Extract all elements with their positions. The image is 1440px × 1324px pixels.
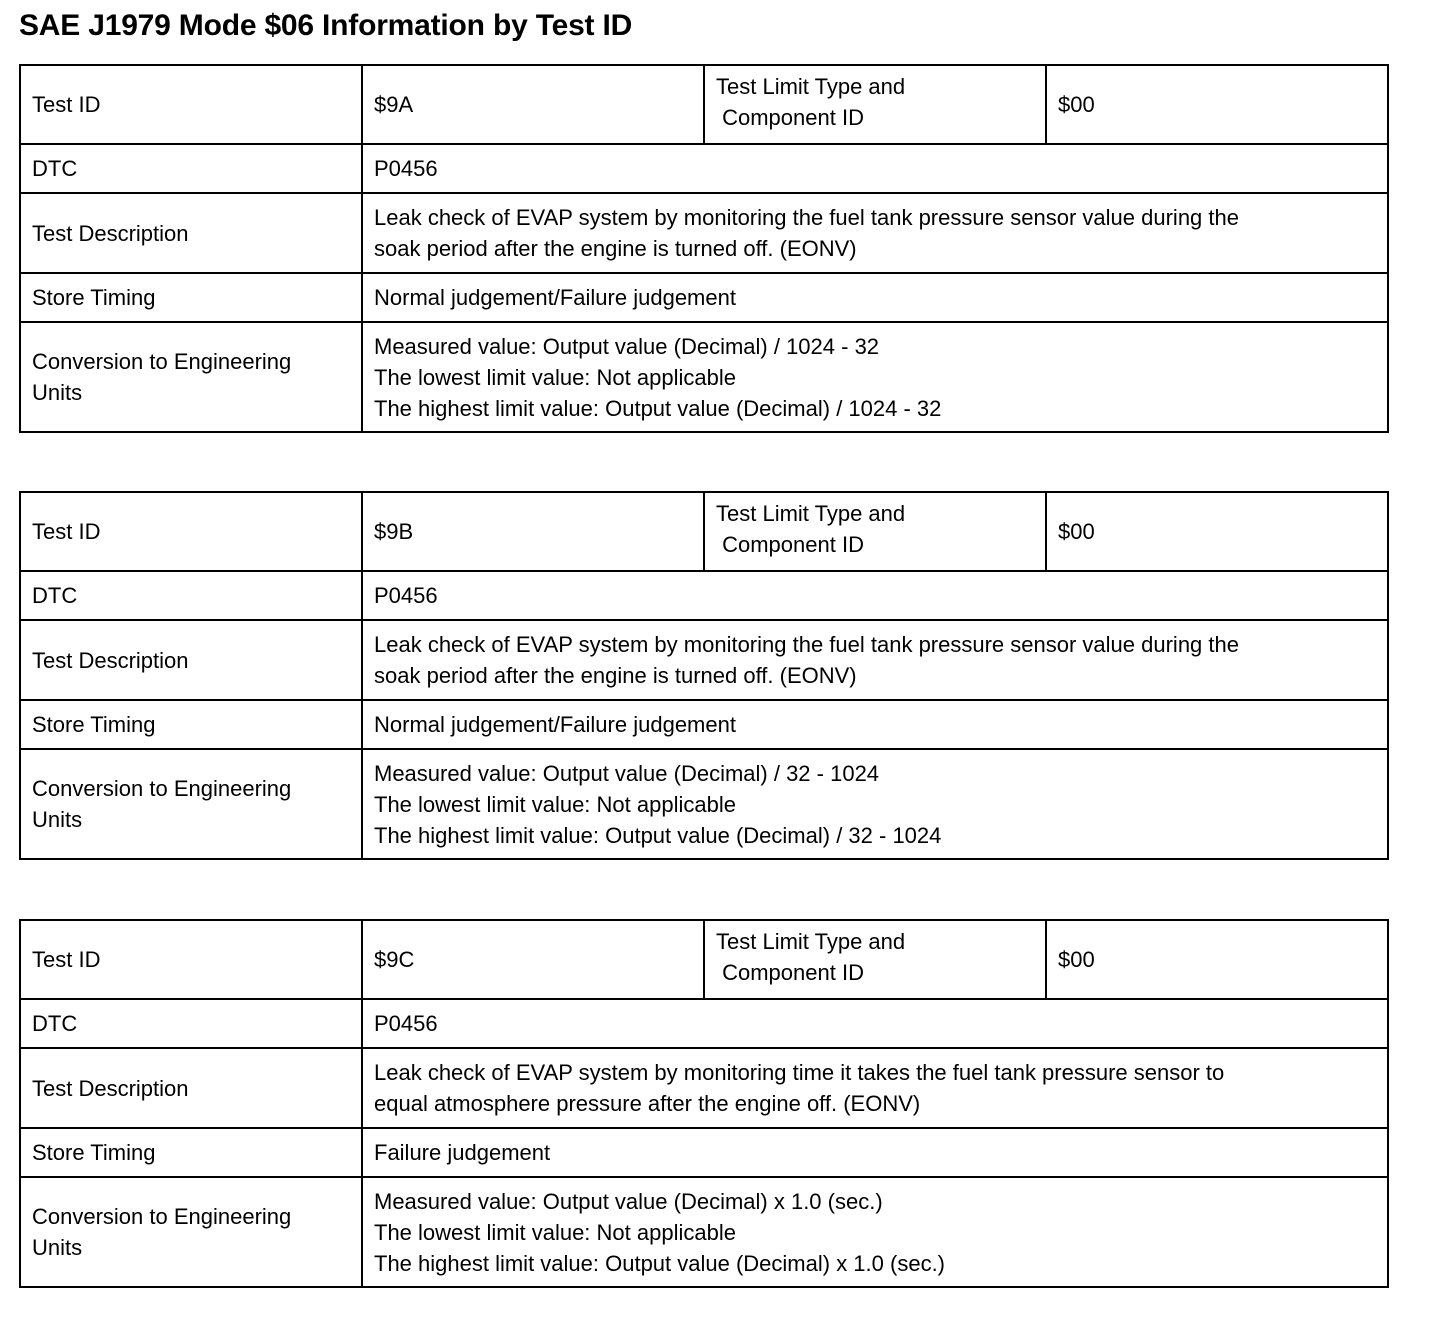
conversion-label: Conversion to Engineering Units [19, 1176, 363, 1288]
conversion-row: Conversion to Engineering Units Measured … [19, 321, 1389, 433]
description-line: soak period after the engine is turned o… [374, 663, 857, 688]
test-id-table: Test ID $9A Test Limit Type and Componen… [19, 64, 1389, 433]
conversion-row: Conversion to Engineering Units Measured … [19, 748, 1389, 860]
label-line: Conversion to Engineering [32, 776, 292, 801]
description-row: Test Description Leak check of EVAP syst… [19, 619, 1389, 701]
test-id-label: Test ID [19, 491, 363, 572]
store-timing-label: Store Timing [19, 272, 363, 323]
store-timing-row: Store Timing Normal judgement/Failure ju… [19, 272, 1389, 323]
label-line: Test Limit Type and [716, 929, 906, 954]
test-id-label: Test ID [19, 64, 363, 145]
description-value: Leak check of EVAP system by monitoring … [361, 1047, 1389, 1129]
conversion-line: Measured value: Output value (Decimal) x… [374, 1188, 883, 1214]
label-line: Test Limit Type and [716, 74, 906, 99]
label-line: Conversion to Engineering [32, 1204, 292, 1229]
store-timing-value: Normal judgement/Failure judgement [361, 699, 1389, 750]
conversion-line: The highest limit value: Output value (D… [374, 395, 942, 421]
conversion-line: The lowest limit value: Not applicable [374, 791, 736, 817]
dtc-label: DTC [19, 143, 363, 194]
dtc-value: P0456 [361, 570, 1389, 621]
description-line: Leak check of EVAP system by monitoring … [374, 632, 1239, 657]
description-value: Leak check of EVAP system by monitoring … [361, 619, 1389, 701]
description-label: Test Description [19, 619, 363, 701]
conversion-value: Measured value: Output value (Decimal) /… [361, 321, 1389, 433]
conversion-line: Measured value: Output value (Decimal) /… [374, 333, 880, 359]
label-line: Component ID [716, 105, 864, 130]
store-timing-row: Store Timing Normal judgement/Failure ju… [19, 699, 1389, 750]
label-line: Units [32, 807, 83, 832]
description-label: Test Description [19, 192, 363, 274]
test-id-table: Test ID $9B Test Limit Type and Componen… [19, 491, 1389, 860]
test-id-row: Test ID $9B Test Limit Type and Componen… [19, 491, 1389, 572]
store-timing-value: Normal judgement/Failure judgement [361, 272, 1389, 323]
label-line: Units [32, 1235, 83, 1260]
dtc-label: DTC [19, 570, 363, 621]
description-line: soak period after the engine is turned o… [374, 236, 857, 261]
description-label: Test Description [19, 1047, 363, 1129]
conversion-row: Conversion to Engineering Units Measured … [19, 1176, 1389, 1288]
description-line: Leak check of EVAP system by monitoring … [374, 1060, 1225, 1085]
store-timing-label: Store Timing [19, 699, 363, 750]
limit-type-label: Test Limit Type and Component ID [703, 64, 1047, 145]
label-line: Component ID [716, 532, 864, 557]
store-timing-value: Failure judgement [361, 1127, 1389, 1178]
store-timing-row: Store Timing Failure judgement [19, 1127, 1389, 1178]
limit-type-label: Test Limit Type and Component ID [703, 919, 1047, 1000]
conversion-label: Conversion to Engineering Units [19, 321, 363, 433]
description-line: Leak check of EVAP system by monitoring … [374, 205, 1239, 230]
conversion-line: The highest limit value: Output value (D… [374, 1250, 946, 1276]
conversion-label: Conversion to Engineering Units [19, 748, 363, 860]
description-row: Test Description Leak check of EVAP syst… [19, 192, 1389, 274]
limit-type-value: $00 [1045, 919, 1389, 1000]
dtc-row: DTC P0456 [19, 570, 1389, 621]
description-row: Test Description Leak check of EVAP syst… [19, 1047, 1389, 1129]
store-timing-label: Store Timing [19, 1127, 363, 1178]
page-title: SAE J1979 Mode $06 Information by Test I… [19, 9, 633, 42]
label-line: Test Limit Type and [716, 501, 906, 526]
description-value: Leak check of EVAP system by monitoring … [361, 192, 1389, 274]
test-id-value: $9B [361, 491, 705, 572]
label-line: Units [32, 380, 83, 405]
test-id-label: Test ID [19, 919, 363, 1000]
conversion-value: Measured value: Output value (Decimal) x… [361, 1176, 1389, 1288]
description-line: equal atmosphere pressure after the engi… [374, 1091, 921, 1116]
dtc-value: P0456 [361, 143, 1389, 194]
conversion-line: The lowest limit value: Not applicable [374, 364, 736, 390]
test-id-row: Test ID $9C Test Limit Type and Componen… [19, 919, 1389, 1000]
test-id-value: $9C [361, 919, 705, 1000]
dtc-row: DTC P0456 [19, 998, 1389, 1049]
limit-type-label: Test Limit Type and Component ID [703, 491, 1047, 572]
dtc-label: DTC [19, 998, 363, 1049]
dtc-row: DTC P0456 [19, 143, 1389, 194]
conversion-line: Measured value: Output value (Decimal) /… [374, 760, 880, 786]
label-line: Component ID [716, 960, 864, 985]
test-id-row: Test ID $9A Test Limit Type and Componen… [19, 64, 1389, 145]
label-line: Conversion to Engineering [32, 349, 292, 374]
limit-type-value: $00 [1045, 64, 1389, 145]
conversion-line: The lowest limit value: Not applicable [374, 1219, 736, 1245]
limit-type-value: $00 [1045, 491, 1389, 572]
conversion-value: Measured value: Output value (Decimal) /… [361, 748, 1389, 860]
dtc-value: P0456 [361, 998, 1389, 1049]
conversion-line: The highest limit value: Output value (D… [374, 822, 942, 848]
test-id-table: Test ID $9C Test Limit Type and Componen… [19, 919, 1389, 1288]
test-id-value: $9A [361, 64, 705, 145]
